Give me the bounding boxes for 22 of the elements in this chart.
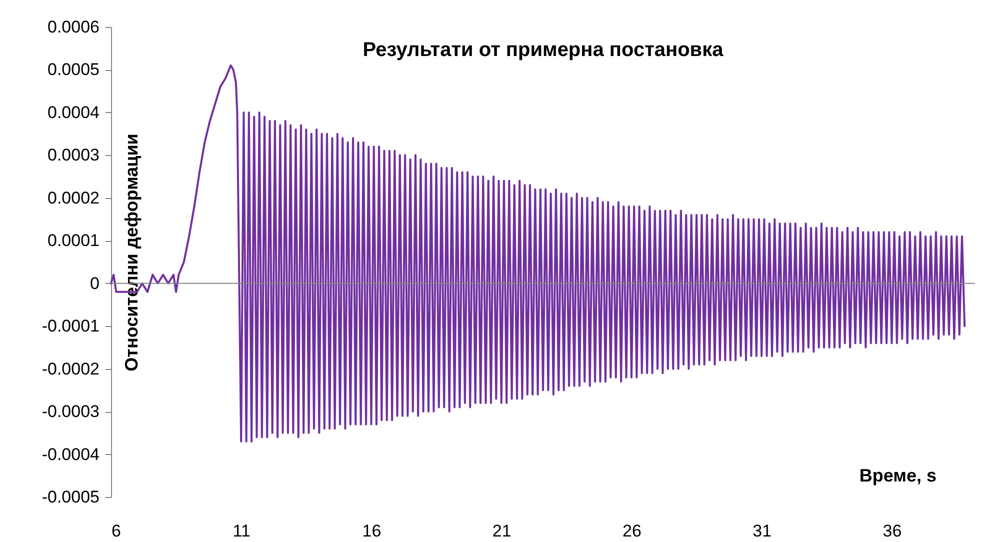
y-tick-label: 0.0003 — [48, 146, 100, 165]
x-tick-label: 31 — [752, 522, 772, 540]
y-tick-label: -0.0003 — [42, 402, 100, 422]
y-tick-label: -0.0001 — [42, 316, 100, 336]
y-tick-label: 0.0005 — [48, 60, 100, 80]
x-tick-label: 11 — [232, 522, 250, 540]
y-tick-label: 0.0001 — [48, 231, 100, 250]
text: Результати от примерна постановка — [362, 39, 724, 61]
y-tick-label: 0.0004 — [48, 102, 100, 122]
x-tick-label: 16 — [362, 522, 382, 540]
y-tick-label: 0.0006 — [48, 18, 100, 36]
y-tick-label: -0.0004 — [42, 444, 100, 464]
y-axis-title: Относителни деформации — [122, 134, 142, 372]
x-tick-label: 6 — [112, 522, 121, 540]
x-axis-title: Време, s — [859, 466, 936, 486]
x-tick-label: 26 — [622, 522, 642, 540]
y-tick-label: 0.0002 — [48, 188, 100, 208]
y-tick-label: 0 — [90, 274, 100, 293]
x-tick-label: 36 — [882, 522, 902, 540]
y-tick-label: -0.0002 — [42, 359, 100, 378]
x-tick-label: 21 — [492, 522, 512, 540]
y-tick-label: -0.0005 — [42, 488, 100, 506]
